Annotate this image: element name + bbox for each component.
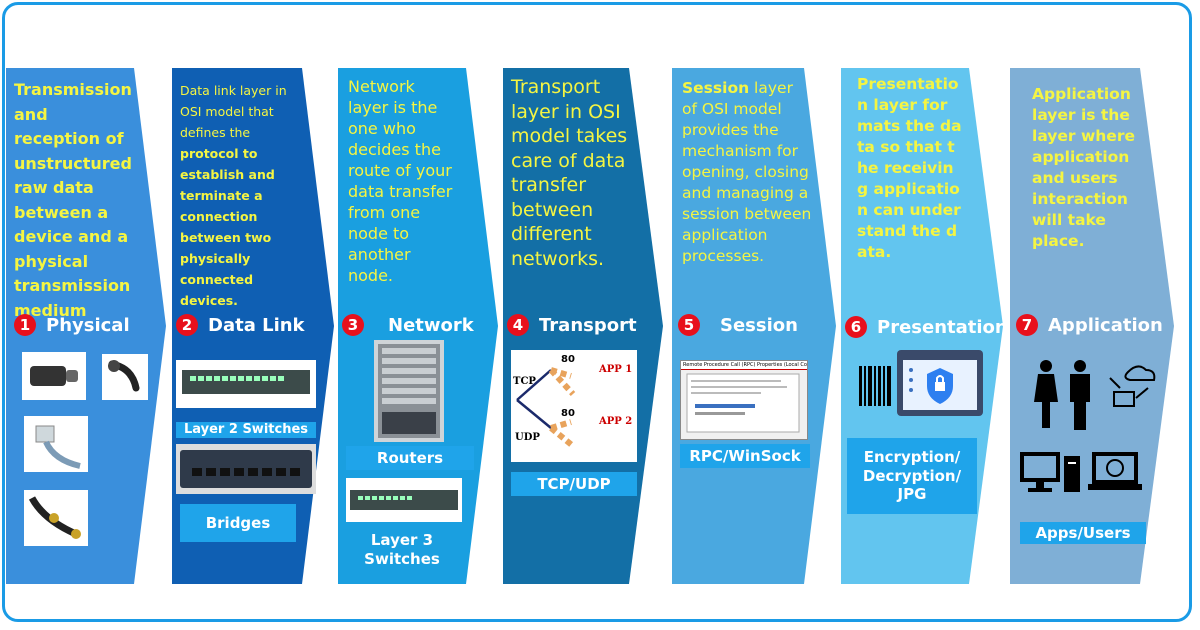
layer-description: Transmission and reception of unstructur…	[14, 80, 132, 320]
layer-title: 2 Data Link	[176, 314, 305, 336]
layer-number-badge: 2	[176, 314, 198, 336]
dialog-title: Remote Procedure Call (RPC) Properties (…	[681, 361, 807, 370]
layer-network: Network layer is the one who decides the…	[338, 68, 502, 584]
layer-description: Session layer of OSI model provides the …	[682, 78, 812, 267]
usb-c-adapter-icon	[22, 352, 86, 400]
tcp-udp-diagram: TCP UDP 80 80 APP 1 APP 2	[511, 350, 637, 462]
barcode-icon	[859, 366, 893, 406]
tag-line: Encryption/	[863, 447, 961, 466]
layer-title: 3 Network	[342, 314, 474, 336]
layer-description: Transport layer in OSI model takes care …	[511, 76, 628, 270]
desc-bold: protocol to establish and terminate a co…	[180, 146, 275, 308]
bluetooth-headset-icon	[102, 354, 148, 400]
tag-encryption: Encryption/ Decryption/ JPG	[847, 438, 977, 514]
desc-bold: Session	[682, 79, 750, 97]
layer-data-link: Data link layer in OSI model that define…	[172, 68, 336, 584]
tag-routers: Routers	[346, 446, 474, 470]
layer-number-badge: 3	[342, 314, 364, 336]
layer-transport: Transport layer in OSI model takes care …	[503, 68, 669, 584]
layer2-switch-image	[176, 360, 316, 408]
layer-number-badge: 4	[507, 314, 529, 336]
app-label: APP 2	[599, 416, 633, 427]
layer-name: Data Link	[208, 314, 305, 336]
layer-description: Network layer is the one who decides the…	[348, 77, 453, 285]
layer-name: Application	[1048, 314, 1163, 336]
layer-title: 6 Presentation	[845, 316, 1008, 338]
tag-tcp-udp: TCP/UDP	[511, 472, 637, 496]
layer-name: Network	[388, 314, 474, 336]
layer-description: Presentation layer formats the data so t…	[857, 75, 962, 261]
port-label: 80	[561, 408, 575, 419]
app-label: APP 1	[599, 364, 633, 375]
tag-layer2-switches: Layer 2 Switches	[176, 422, 316, 438]
router-image	[374, 340, 444, 442]
tag-line: Decryption/	[862, 466, 962, 485]
tag-line: JPG	[897, 485, 927, 504]
users-icon	[1032, 358, 1172, 434]
tag-line: Switches	[364, 550, 440, 568]
optical-cable-icon	[24, 490, 88, 546]
layer3-switch-image	[346, 478, 462, 522]
layer-number-badge: 6	[845, 316, 867, 338]
tcp-label: TCP	[513, 376, 536, 387]
ethernet-cable-icon	[24, 416, 88, 472]
layer-name: Transport	[539, 314, 637, 336]
tag-apps-users: Apps/Users	[1020, 522, 1146, 544]
udp-label: UDP	[515, 432, 540, 443]
tag-bridges: Bridges	[180, 504, 296, 542]
rpc-properties-dialog: Remote Procedure Call (RPC) Properties (…	[680, 360, 808, 440]
layer-name: Session	[720, 314, 798, 336]
layer-number-badge: 5	[678, 314, 700, 336]
layer-number-badge: 1	[14, 314, 36, 336]
tag-rpc-winsock: RPC/WinSock	[680, 444, 810, 468]
port-label: 80	[561, 354, 575, 365]
layer-description: Data link layer in OSI model that define…	[180, 80, 298, 311]
desc-normal: Data link layer in OSI model that define…	[180, 83, 287, 140]
layer-application: Application layer is the layer where app…	[1010, 68, 1176, 584]
layer-name: Physical	[46, 314, 130, 336]
tag-line: Layer 3	[370, 531, 434, 550]
layer-presentation: Presentation layer formats the data so t…	[841, 68, 1008, 584]
layer-title: 7 Application	[1016, 314, 1163, 336]
layer-title: 5 Session	[678, 314, 798, 336]
bridge-device-image	[176, 444, 316, 494]
layer-title: 4 Transport	[507, 314, 637, 336]
devices-icon	[1020, 452, 1150, 496]
desc-normal: layer of OSI model provides the mechanis…	[682, 79, 812, 265]
layer-name: Presentation	[877, 316, 1008, 338]
secure-document-icon	[897, 350, 983, 416]
layer-session: Session layer of OSI model provides the …	[672, 68, 838, 584]
layer-description: Application layer is the layer where app…	[1032, 85, 1135, 250]
layer-title: 1 Physical	[14, 314, 130, 336]
layer-number-badge: 7	[1016, 314, 1038, 336]
layer-physical: Transmission and reception of unstructur…	[6, 68, 168, 584]
tag-layer3-switches: Layer 3 Switches	[346, 526, 458, 574]
